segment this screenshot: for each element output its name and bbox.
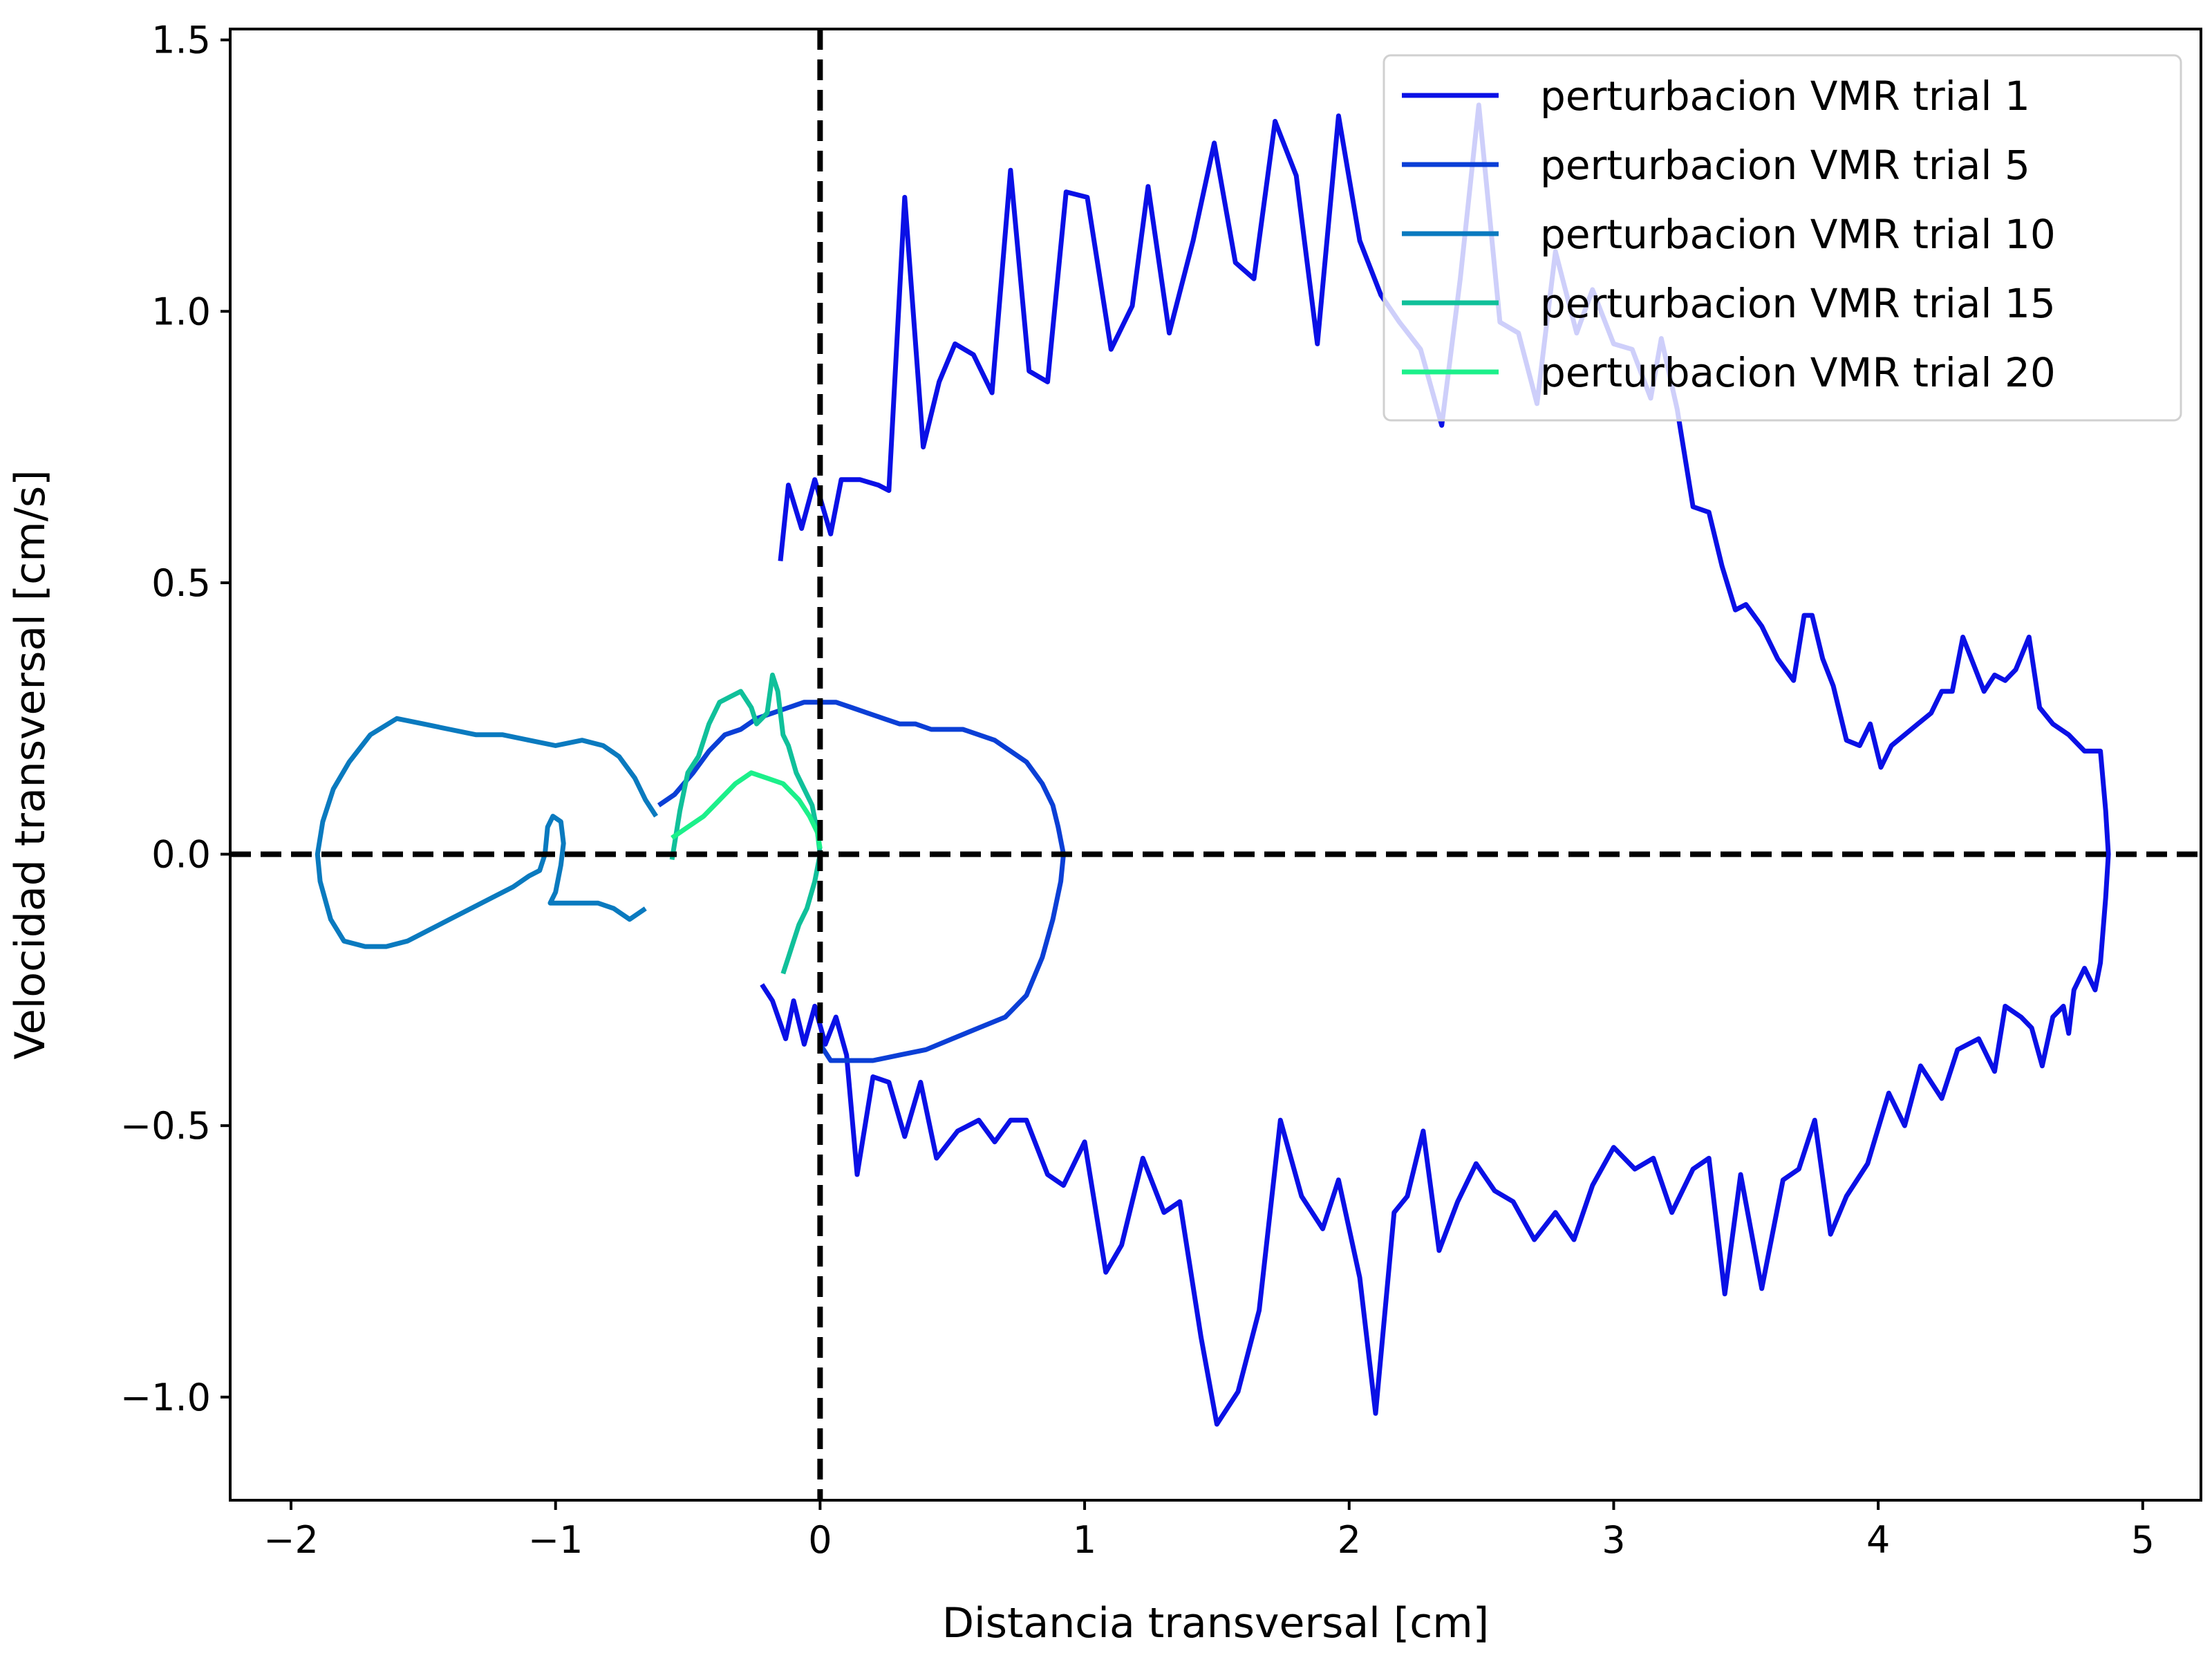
series-line-trial-1 bbox=[760, 102, 2111, 1427]
axis-ticks: −2 −1 0 1 2 3 4 5 −1.0 −0.5 0.0 0.5 1.0 1.5 bbox=[120, 19, 2155, 1562]
legend-label: perturbacion VMR trial 1 bbox=[1540, 73, 2030, 120]
x-tick-label: 4 bbox=[1866, 1518, 1890, 1562]
legend: perturbacion VMR trial 1 perturbacion VMR… bbox=[1382, 54, 2182, 422]
y-tick-label: 0.0 bbox=[151, 833, 211, 877]
series-line-trial-2 bbox=[657, 700, 1066, 1063]
y-axis-label: Velocidad transversal [cm/s] bbox=[6, 469, 55, 1059]
legend-label: perturbacion VMR trial 10 bbox=[1540, 211, 2056, 258]
x-tick-label: 2 bbox=[1338, 1518, 1361, 1562]
y-tick-label: 1.5 bbox=[151, 19, 211, 62]
x-tick-label: 3 bbox=[1602, 1518, 1625, 1562]
y-tick-label: −0.5 bbox=[120, 1104, 211, 1148]
legend-label: perturbacion VMR trial 5 bbox=[1540, 142, 2030, 189]
x-axis-label: Distancia transversal [cm] bbox=[942, 1599, 1489, 1647]
y-tick-label: 1.0 bbox=[151, 290, 211, 333]
plot-area bbox=[230, 29, 2201, 1500]
x-tick-label: −1 bbox=[528, 1518, 583, 1562]
x-tick-label: −2 bbox=[263, 1518, 319, 1562]
legend-box bbox=[1382, 54, 2182, 422]
series-line-trial-3 bbox=[315, 716, 659, 949]
x-tick-label: 1 bbox=[1073, 1518, 1096, 1562]
x-tick-label: 5 bbox=[2131, 1518, 2155, 1562]
series-line-trial-5 bbox=[671, 770, 823, 850]
x-tick-label: 0 bbox=[808, 1518, 832, 1562]
series-line-trial-4 bbox=[669, 672, 823, 975]
legend-label: perturbacion VMR trial 15 bbox=[1540, 280, 2056, 327]
y-tick-label: 0.5 bbox=[151, 561, 211, 605]
y-tick-label: −1.0 bbox=[120, 1376, 211, 1419]
legend-label: perturbacion VMR trial 20 bbox=[1540, 349, 2056, 396]
plot-frame bbox=[229, 28, 2202, 1502]
